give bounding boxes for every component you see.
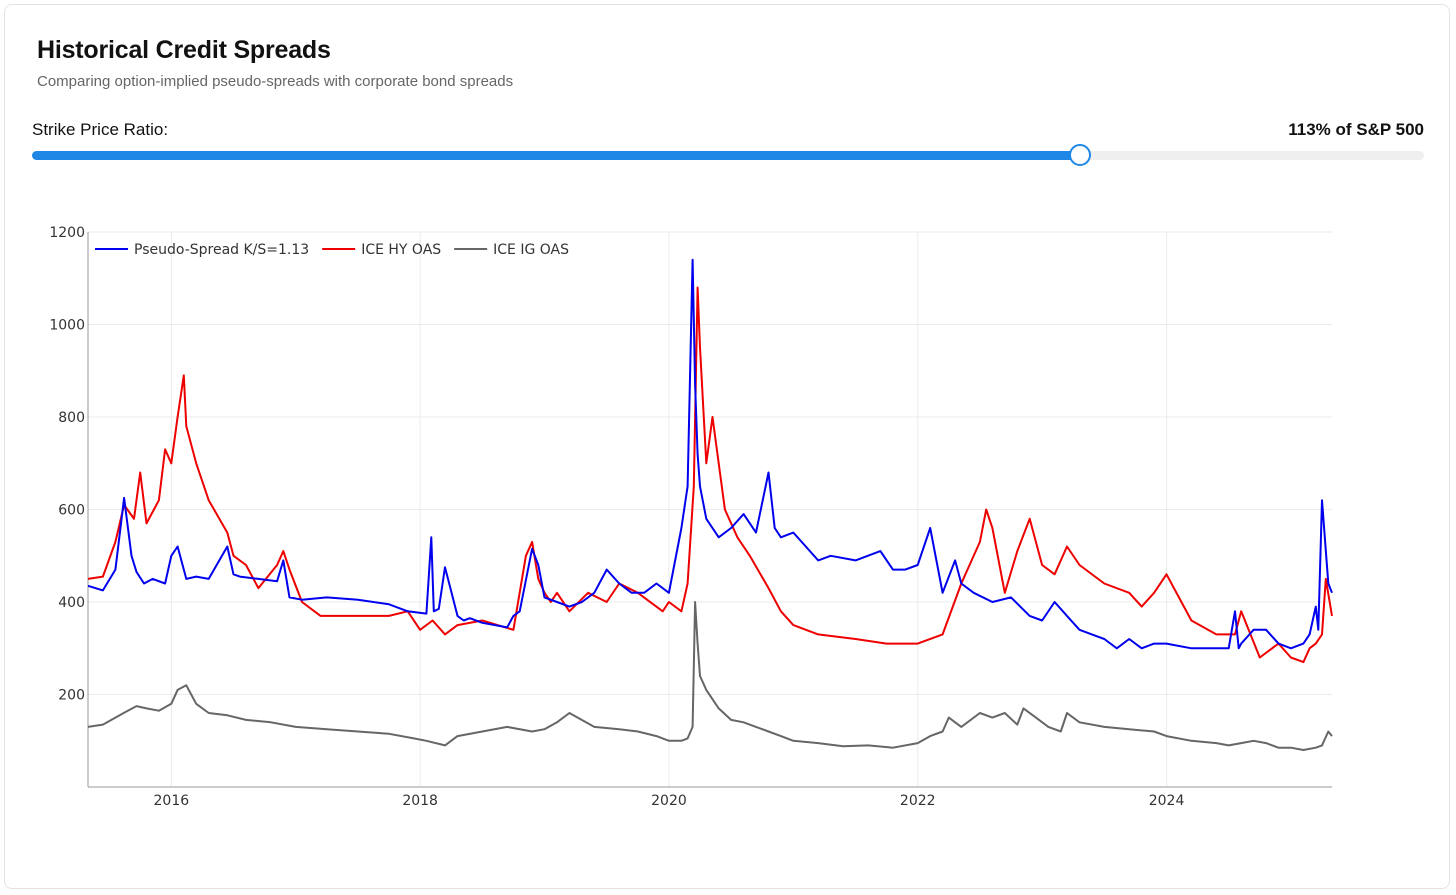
x-tick-label: 2022 [900,793,936,809]
legend-label-2: ICE IG OAS [493,242,569,258]
strike-ratio-slider[interactable] [32,144,1424,166]
series-line-1 [87,286,1333,664]
slider-thumb[interactable] [1069,144,1092,166]
slider-value: 113% of S&P 500 [1288,120,1424,139]
slider-fill [32,151,1081,160]
page-subtitle: Comparing option-implied pseudo-spreads … [37,73,514,90]
x-tick-label: 2016 [154,793,190,809]
y-tick-label: 200 [58,688,85,704]
y-tick-label: 1000 [49,318,85,334]
x-tick-label: 2018 [402,793,438,809]
y-tick-label: 400 [58,595,85,611]
y-tick-label: 600 [58,503,85,519]
series-line-0 [87,258,1333,650]
y-tick-label: 800 [58,410,85,426]
x-tick-label: 2020 [651,793,687,809]
y-tick-label: 1200 [49,225,85,241]
legend-label-1: ICE HY OAS [361,242,441,258]
page-title: Historical Credit Spreads [37,36,331,64]
slider-label: Strike Price Ratio: [32,120,169,139]
legend-label-0: Pseudo-Spread K/S=1.13 [134,242,309,258]
series-line-2 [87,601,1333,751]
x-tick-label: 2024 [1149,793,1185,809]
